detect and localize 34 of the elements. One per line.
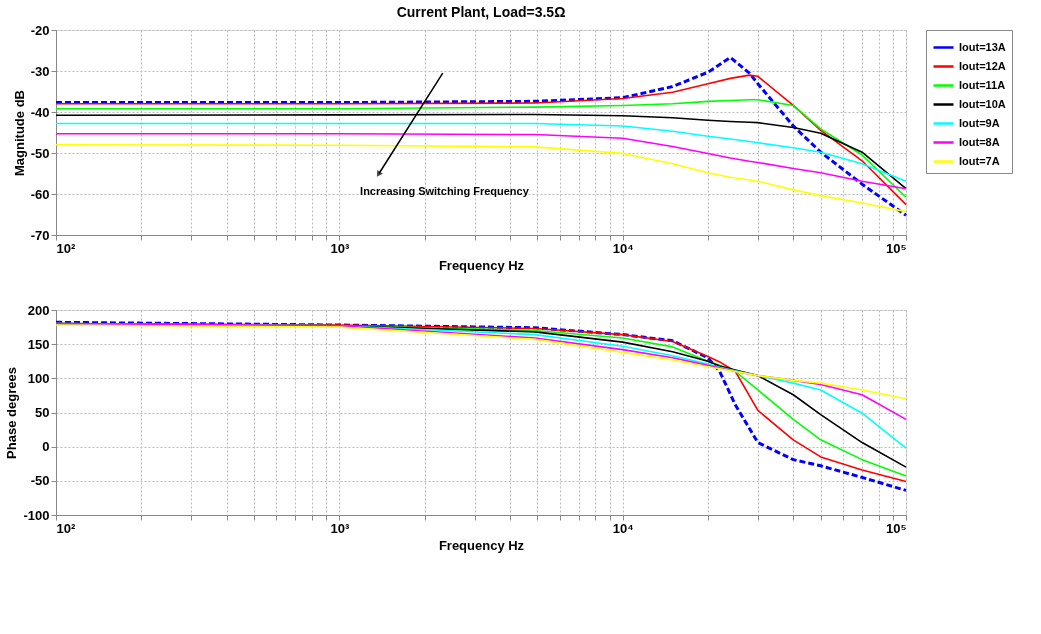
- y-tick-label: 100: [27, 370, 50, 386]
- x-tick-label: 10⁵: [885, 240, 907, 256]
- y-tick-label: 50: [35, 405, 50, 420]
- y-tick-label: -20: [30, 22, 50, 38]
- y-tick-label: -50: [30, 145, 50, 161]
- x-tick-label: 10²: [56, 520, 76, 536]
- x-tick-label: 10³: [330, 520, 350, 536]
- x-tick-label: 10³: [330, 240, 350, 256]
- legend-label: Iout=10A: [959, 97, 1006, 110]
- y-tick-label: 0: [42, 439, 50, 455]
- x-tick-label: 10⁴: [612, 240, 634, 256]
- x-tick-label: 10⁴: [612, 520, 634, 536]
- legend-label: Iout=7A: [959, 154, 1000, 167]
- x-axis-title: Frequency Hz: [438, 257, 525, 273]
- x-axis-title: Frequency Hz: [438, 537, 525, 553]
- annotation: Increasing Switching Frequency: [360, 184, 530, 197]
- x-tick-label: 10²: [56, 240, 76, 256]
- y-axis-title: Phase degrees: [4, 367, 20, 459]
- y-tick-label: 200: [27, 302, 50, 318]
- y-tick-label: 150: [27, 336, 50, 352]
- y-tick-label: -30: [30, 63, 50, 79]
- y-axis-title: Magnitude dB: [11, 90, 27, 176]
- y-tick-label: -50: [30, 473, 50, 489]
- y-tick-label: -40: [30, 104, 50, 120]
- legend-label: Iout=11A: [959, 78, 1006, 91]
- y-tick-label: -60: [30, 186, 50, 202]
- legend-label: Iout=12A: [959, 59, 1006, 72]
- x-tick-label: 10⁵: [885, 520, 907, 536]
- y-tick-label: -70: [30, 227, 50, 243]
- legend-label: Iout=9A: [959, 116, 1000, 129]
- legend-label: Iout=8A: [959, 135, 1000, 148]
- y-tick-label: -100: [23, 507, 50, 523]
- legend-label: Iout=13A: [959, 40, 1006, 53]
- chart-title: Current Plant, Load=3.5Ω: [396, 4, 566, 20]
